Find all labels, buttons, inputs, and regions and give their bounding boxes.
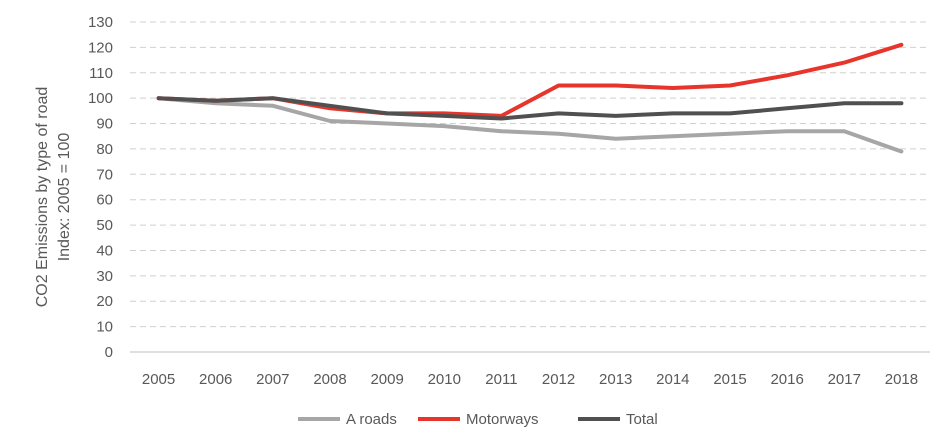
y-tick-label: 40	[96, 242, 113, 259]
x-tick-label: 2005	[142, 371, 175, 388]
x-tick-label: 2010	[428, 371, 461, 388]
x-tick-label: 2011	[485, 371, 517, 388]
x-tick-label: 2014	[656, 371, 689, 388]
series-line-a-roads	[156, 96, 904, 154]
y-tick-label: 0	[105, 344, 113, 361]
x-tick-label: 2007	[256, 371, 289, 388]
y-tick-label: 110	[89, 65, 113, 82]
y-tick-label: 10	[96, 319, 113, 336]
x-tick-label: 2006	[199, 371, 232, 388]
y-axis-ticks: 0 10 20 30 40 50 60 70 80 90 100 110 120 130	[88, 14, 113, 361]
x-tick-label: 2012	[542, 371, 575, 388]
y-axis-title: CO2 Emissions by type of road Index: 2005…	[34, 87, 73, 308]
legend-label-total: Total	[626, 411, 658, 428]
y-tick-label: 50	[96, 217, 113, 234]
y-axis-title-line: Index: 2005 = 100	[56, 133, 73, 262]
series-lines	[156, 42, 904, 154]
series-line-total	[156, 96, 904, 121]
x-tick-label: 2017	[828, 371, 861, 388]
x-tick-label: 2016	[770, 371, 803, 388]
y-tick-label: 30	[96, 268, 113, 285]
y-tick-label: 130	[88, 14, 113, 31]
y-tick-label: 90	[96, 116, 113, 133]
y-tick-label: 70	[96, 166, 113, 183]
x-tick-label: 2015	[713, 371, 746, 388]
x-tick-label: 2013	[599, 371, 632, 388]
y-tick-label: 20	[96, 293, 113, 310]
legend-label-a-roads: A roads	[346, 411, 397, 428]
x-tick-label: 2009	[370, 371, 403, 388]
y-tick-label: 80	[96, 141, 113, 158]
y-tick-label: 120	[88, 39, 113, 56]
x-axis-ticks: 2005 2006 2007 2008 2009 2010 2011 2012 2013 2014…	[142, 371, 918, 388]
y-axis-title-line: CO2 Emissions by type of road	[34, 87, 51, 308]
y-tick-label: 60	[96, 192, 113, 209]
y-tick-label: 100	[88, 90, 113, 107]
legend: A roads Motorways Total	[298, 411, 658, 428]
x-tick-label: 2018	[885, 371, 918, 388]
x-tick-label: 2008	[313, 371, 346, 388]
legend-label-motorways: Motorways	[466, 411, 539, 428]
gridlines	[130, 21, 930, 353]
